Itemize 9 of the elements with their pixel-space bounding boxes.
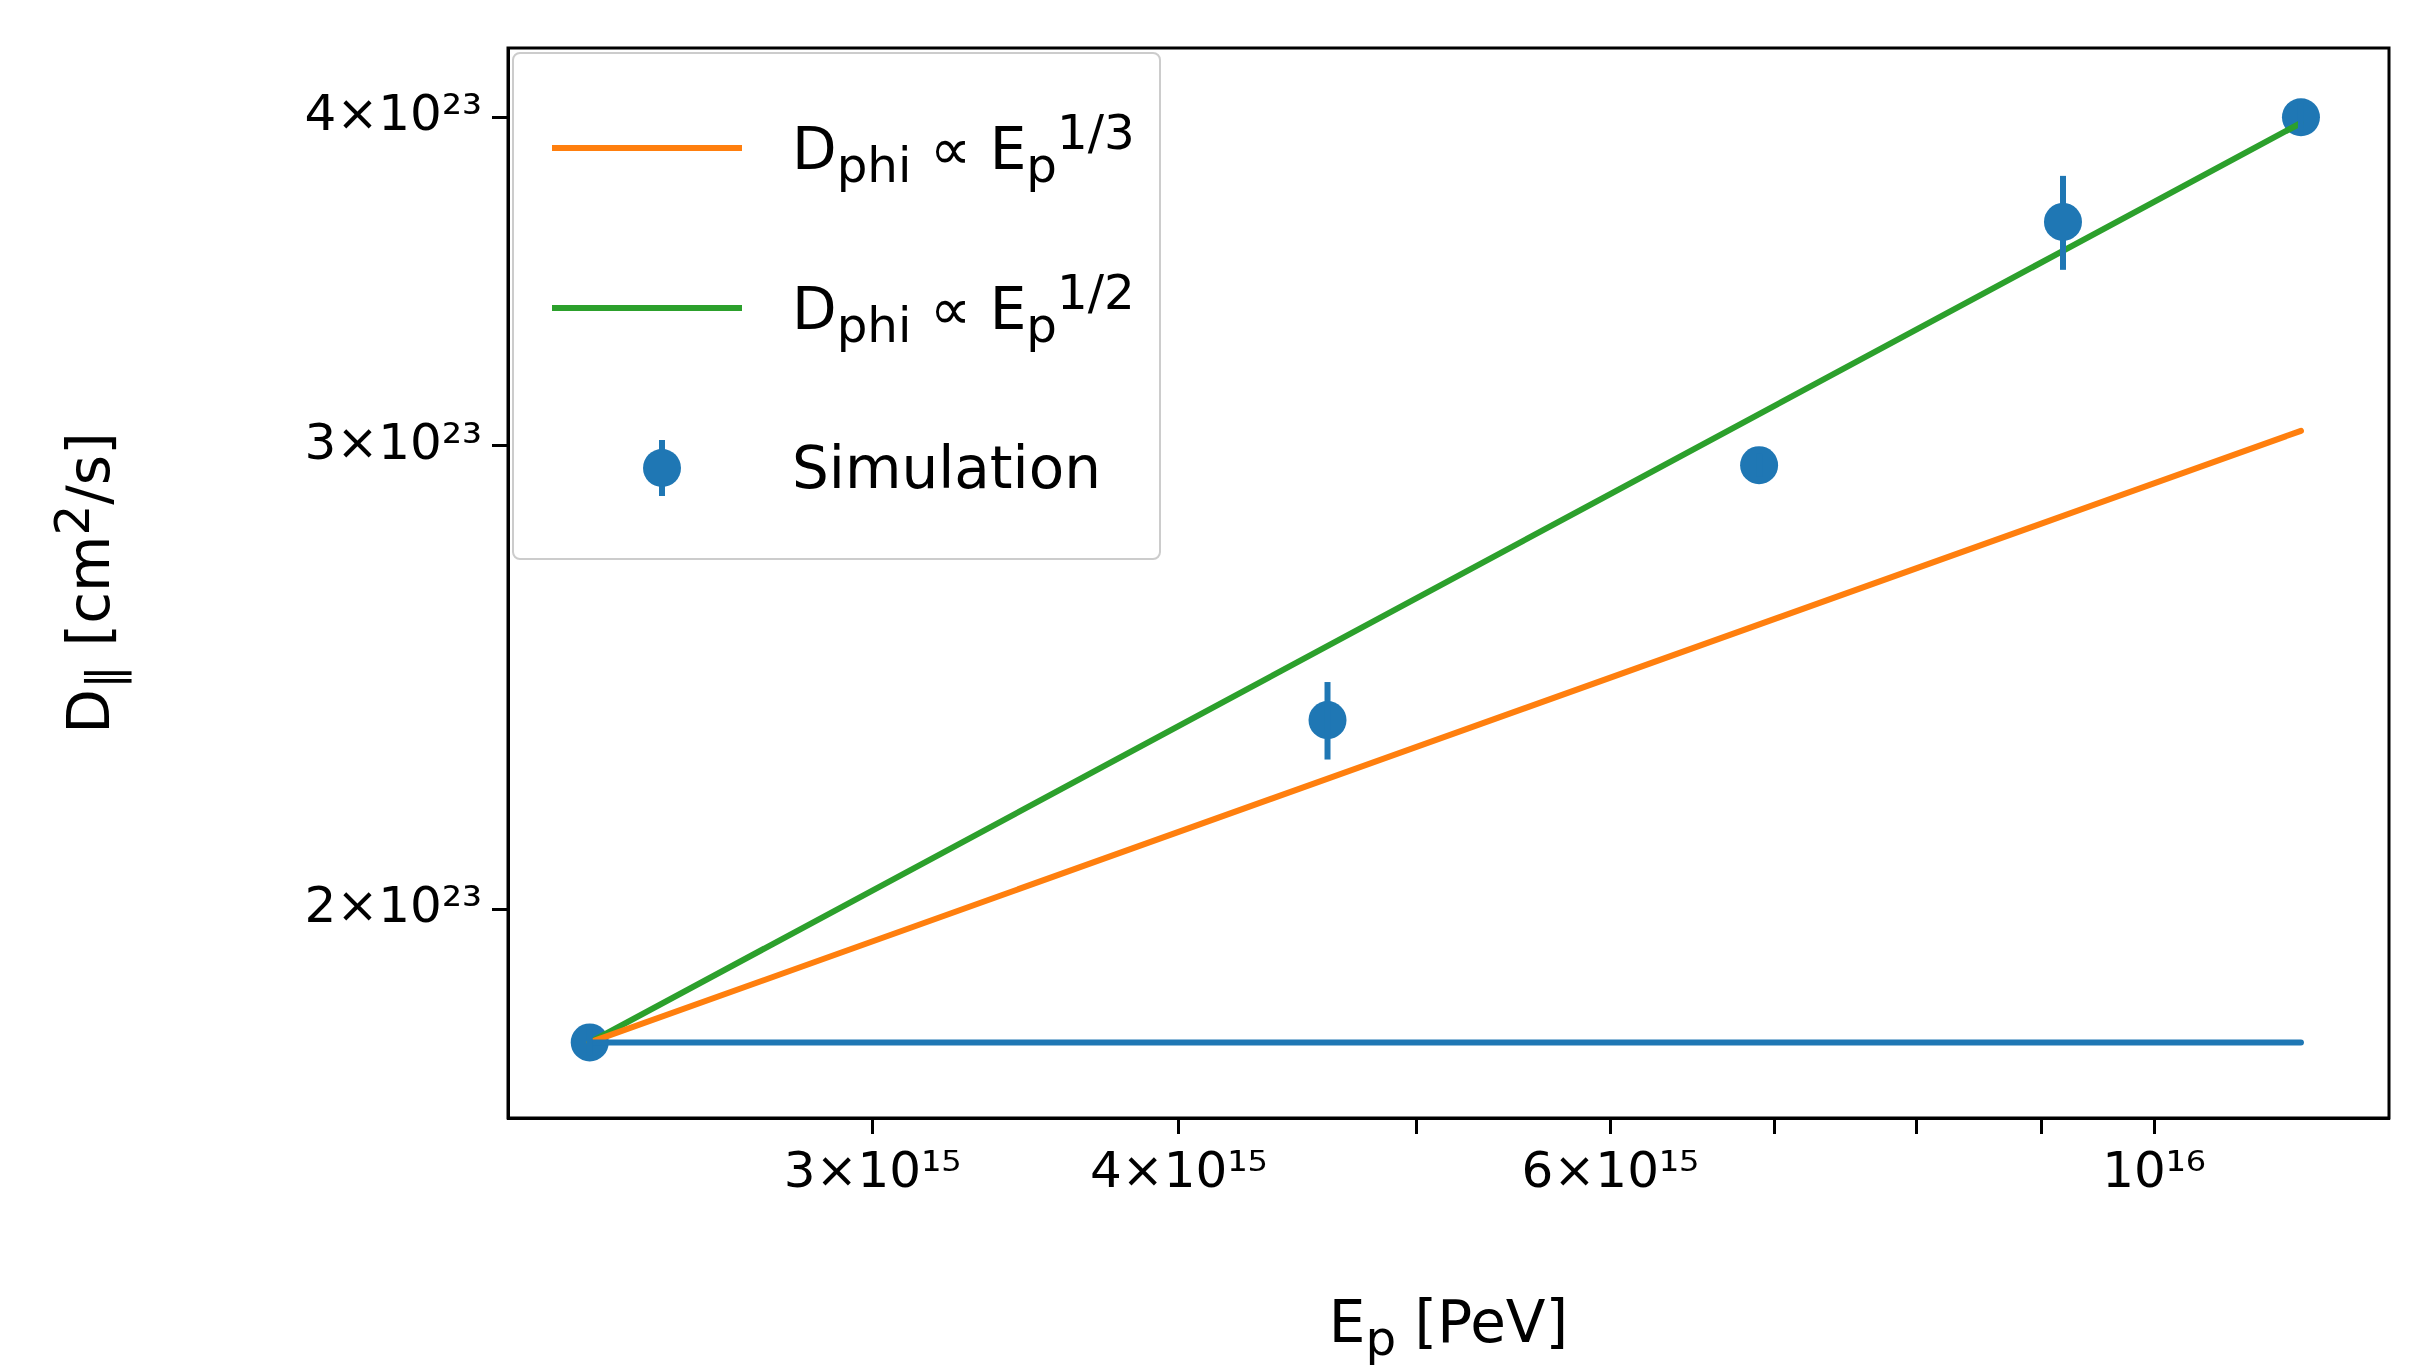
x-tick-label: 10¹⁶ [2102,1140,2206,1199]
y-tick-label: 4×10²³ [304,84,482,143]
x-tick-label: 4×10¹⁵ [1090,1140,1268,1199]
x-tick-label: 6×10¹⁵ [1521,1140,1700,1199]
x-tick-label: 3×10¹⁵ [783,1140,962,1199]
y-tick-label: 2×10²³ [304,876,482,935]
y-tick-label: 3×10²³ [304,412,482,471]
legend-label: Simulation [792,434,1101,502]
x-axis-title: E$_{p}$ [PeV] [1328,1288,1569,1366]
